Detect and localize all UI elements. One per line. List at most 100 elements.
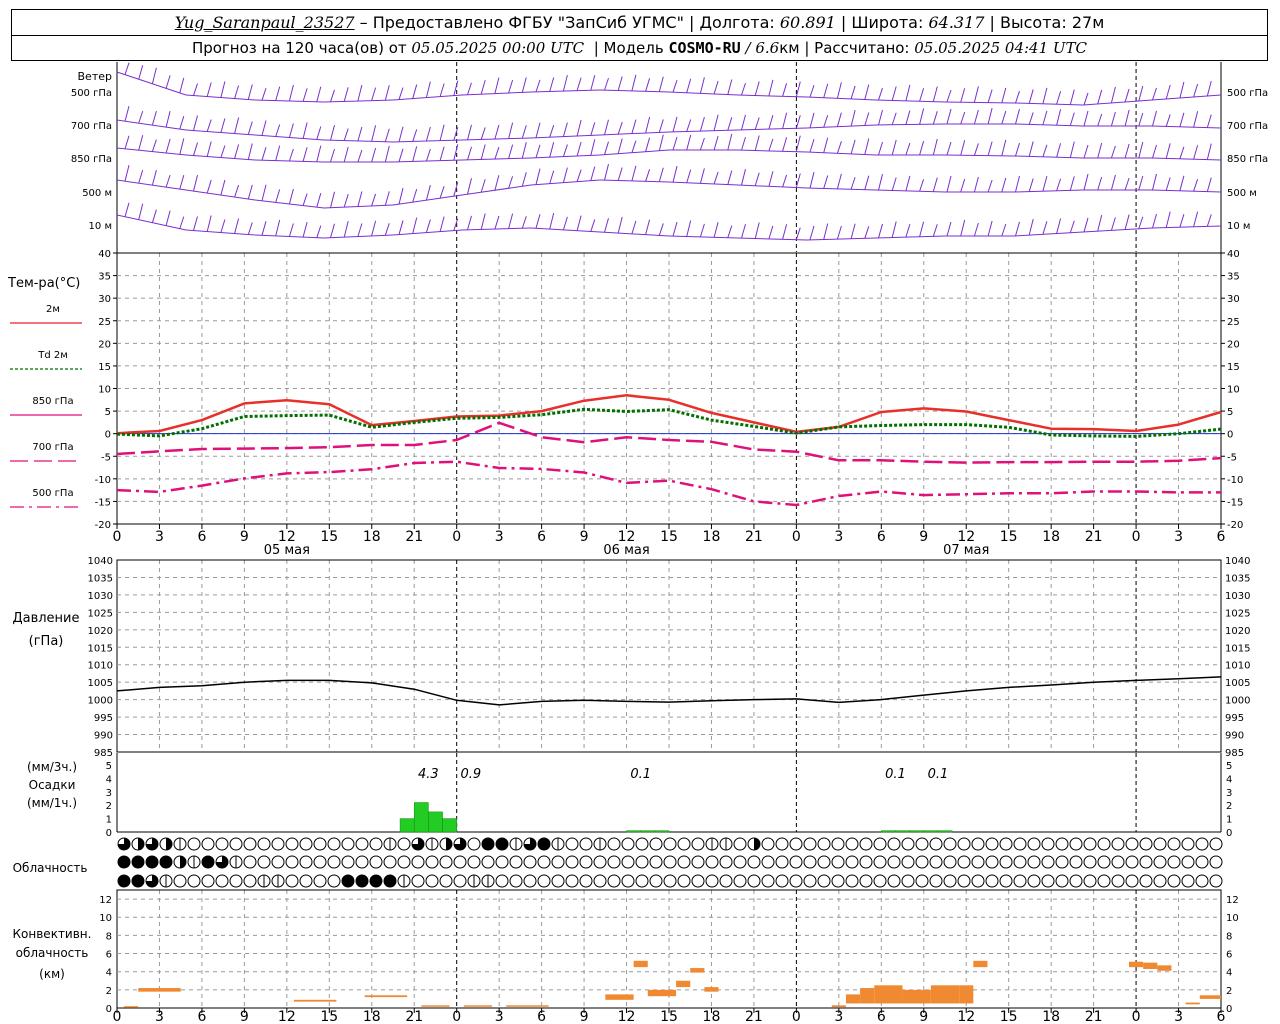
cloud-circle [243, 855, 257, 869]
hour-label: 0 [452, 1009, 461, 1024]
cloud-circle [411, 855, 425, 869]
cloud-circle [691, 874, 705, 888]
cloud-symbol [425, 837, 439, 851]
wind-shaft [185, 94, 256, 101]
cloud-circle [677, 874, 691, 888]
cloud-circle [1055, 874, 1069, 888]
wind-barb [508, 176, 514, 189]
cloud-symbol [915, 837, 929, 851]
cloud-circle [257, 837, 271, 851]
wind-barb [850, 85, 856, 100]
cloud-symbol [873, 855, 887, 869]
wind-shaft [599, 89, 670, 93]
conv-tick-label: 12 [99, 895, 112, 906]
cloud-symbol [1111, 855, 1125, 869]
cloud-circle [649, 855, 663, 869]
wind-barb [371, 220, 377, 237]
cloud-circle [1111, 855, 1125, 869]
wind-barb [234, 144, 240, 159]
cloud-symbol [747, 855, 761, 869]
wind-shaft [1082, 99, 1153, 106]
cloud-fill [132, 856, 144, 868]
wind-barb [782, 137, 788, 152]
cloud-circle [1195, 874, 1209, 888]
wind-barb [809, 171, 815, 189]
hour-label: 3 [834, 529, 843, 545]
wind-barb [138, 110, 144, 124]
wind-shaft [1151, 225, 1222, 229]
cloud-circle [1167, 837, 1181, 851]
wind-barb [741, 82, 746, 96]
wind-barb [562, 74, 568, 92]
wind-barb [795, 81, 801, 97]
cloud-circle [439, 855, 453, 869]
wind-barb [439, 83, 445, 97]
cloud-circle [873, 855, 887, 869]
cloud-circle [1167, 874, 1181, 888]
pres-tick-label: 995 [94, 713, 113, 724]
wind-barb [576, 77, 582, 91]
temp-tick-label: -5 [1227, 452, 1237, 463]
wind-barb [535, 144, 541, 158]
wind-shaft [737, 184, 808, 189]
cloud-symbol [915, 855, 929, 869]
cloud-circle [215, 874, 229, 888]
wind-barb [604, 141, 609, 155]
cloud-circle [201, 837, 215, 851]
cloud-symbol [229, 874, 243, 888]
date-label: 06 мая [603, 543, 649, 558]
cloud-circle [1097, 874, 1111, 888]
hour-label: 12 [618, 1009, 636, 1024]
cloud-circle [621, 837, 635, 851]
wind-barb [672, 166, 678, 183]
conv-panel-title: Конвективн. [13, 927, 92, 941]
wind-barb [604, 119, 609, 135]
cloud-symbol [453, 837, 467, 851]
cloud-symbol [313, 855, 327, 869]
cloud-symbol [607, 874, 621, 888]
wind-barb [275, 124, 281, 137]
wind-barb [412, 217, 418, 234]
cloud-circle [915, 855, 929, 869]
wind-barb [412, 146, 418, 162]
cloud-circle [523, 855, 537, 869]
wind-barb [562, 122, 568, 137]
cloud-symbol [1097, 874, 1111, 888]
wind-barb [562, 216, 568, 231]
wind-barb [946, 89, 952, 103]
cloud-symbol [593, 837, 607, 851]
hour-label: 9 [919, 1009, 928, 1024]
cloud-symbol [621, 874, 635, 888]
hour-label: 18 [1042, 1009, 1060, 1024]
wind-barb [247, 184, 253, 200]
conv-tick-label: 0 [1226, 1004, 1232, 1015]
wind-barb [1124, 88, 1130, 103]
cloud-symbol [1195, 837, 1209, 851]
cloud-symbol [257, 855, 271, 869]
pressure-frame [116, 559, 1222, 753]
cloud-symbol [397, 837, 411, 851]
hour-label: 12 [618, 529, 636, 545]
cloud-symbol [271, 855, 285, 869]
hour-label: 3 [155, 1009, 164, 1024]
cloud-symbol [705, 855, 719, 869]
wind-barb [836, 141, 842, 154]
cloud-symbol [495, 874, 509, 888]
cloud-symbol [1139, 855, 1153, 869]
wind-barb [1193, 83, 1199, 98]
wind-barb [987, 179, 993, 193]
cloud-fill [118, 875, 130, 887]
cloud-symbol [775, 837, 789, 851]
cloud-circle [663, 874, 677, 888]
wind-barb [905, 84, 911, 101]
cloud-symbol [439, 874, 453, 888]
cloud-circle [775, 874, 789, 888]
pres-tick-label: 1035 [1225, 573, 1250, 584]
cloud-fill [118, 856, 130, 868]
conv-bar [704, 987, 719, 992]
pres-tick-label: 1030 [88, 591, 113, 602]
cloud-symbol [593, 855, 607, 869]
wind-barb [1193, 179, 1199, 192]
cloud-circle [635, 874, 649, 888]
cloud-circle [635, 837, 649, 851]
